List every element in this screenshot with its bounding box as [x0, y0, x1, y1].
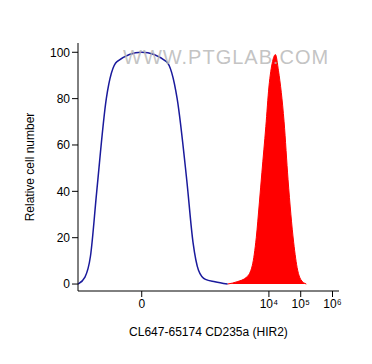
- svg-text:40: 40: [57, 185, 71, 199]
- svg-text:Relative cell number: Relative cell number: [23, 113, 37, 222]
- html-text:WWW.PTGLAB.COM: WWW.PTGLAB.COM: [123, 46, 330, 68]
- svg-text:CL647-65174 CD235a (HIR2): CL647-65174 CD235a (HIR2): [129, 325, 288, 339]
- svg-text:0: 0: [63, 277, 70, 291]
- svg-text:10⁴: 10⁴: [260, 297, 279, 311]
- svg-text:100: 100: [50, 46, 70, 60]
- svg-text:0: 0: [138, 297, 145, 311]
- svg-text:60: 60: [57, 138, 71, 152]
- svg-text:10⁶: 10⁶: [323, 297, 341, 311]
- svg-text:80: 80: [57, 92, 71, 106]
- svg-text:10⁵: 10⁵: [292, 297, 310, 311]
- svg-text:20: 20: [57, 231, 71, 245]
